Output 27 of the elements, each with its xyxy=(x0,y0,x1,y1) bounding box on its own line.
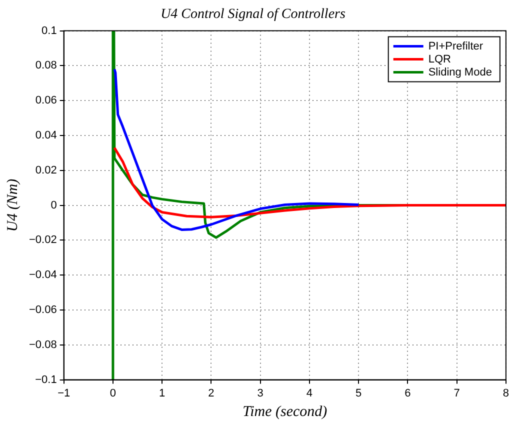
y-tick-label: −0.06 xyxy=(28,304,57,316)
y-tick-label: 0 xyxy=(50,199,57,212)
y-tick-label: −0.1 xyxy=(35,374,57,386)
y-tick-label: 0.08 xyxy=(35,60,57,72)
x-tick-label: 1 xyxy=(159,387,166,400)
x-tick-label: 2 xyxy=(208,387,214,400)
y-tick-label: 0.06 xyxy=(35,94,57,107)
x-axis-title: Time (second) xyxy=(242,404,328,420)
x-tick-label: 5 xyxy=(356,387,362,400)
x-tick-label: 6 xyxy=(404,387,411,400)
legend-label: PI+Prefilter xyxy=(428,40,484,52)
y-tick-label: 0.1 xyxy=(42,24,57,37)
chart-title: U4 Control Signal of Controllers xyxy=(160,7,346,22)
x-tick-label: 0 xyxy=(110,387,116,400)
y-tick-label: 0.02 xyxy=(35,164,57,176)
legend-label: LQR xyxy=(428,53,452,66)
y-tick-label: −0.02 xyxy=(28,234,57,246)
y-tick-label: 0.04 xyxy=(35,130,57,142)
x-tick-label: 4 xyxy=(306,387,313,400)
x-tick-label: 7 xyxy=(454,387,460,400)
y-tick-label: −0.04 xyxy=(28,269,57,282)
legend-label: Sliding Mode xyxy=(428,66,492,78)
x-tick-label: 3 xyxy=(257,387,264,400)
x-tick-label: 8 xyxy=(502,387,510,400)
y-axis-title: U4 (Nm) xyxy=(4,178,21,232)
y-tick-label: −0.08 xyxy=(28,338,57,351)
x-tick-label: −1 xyxy=(58,387,70,400)
